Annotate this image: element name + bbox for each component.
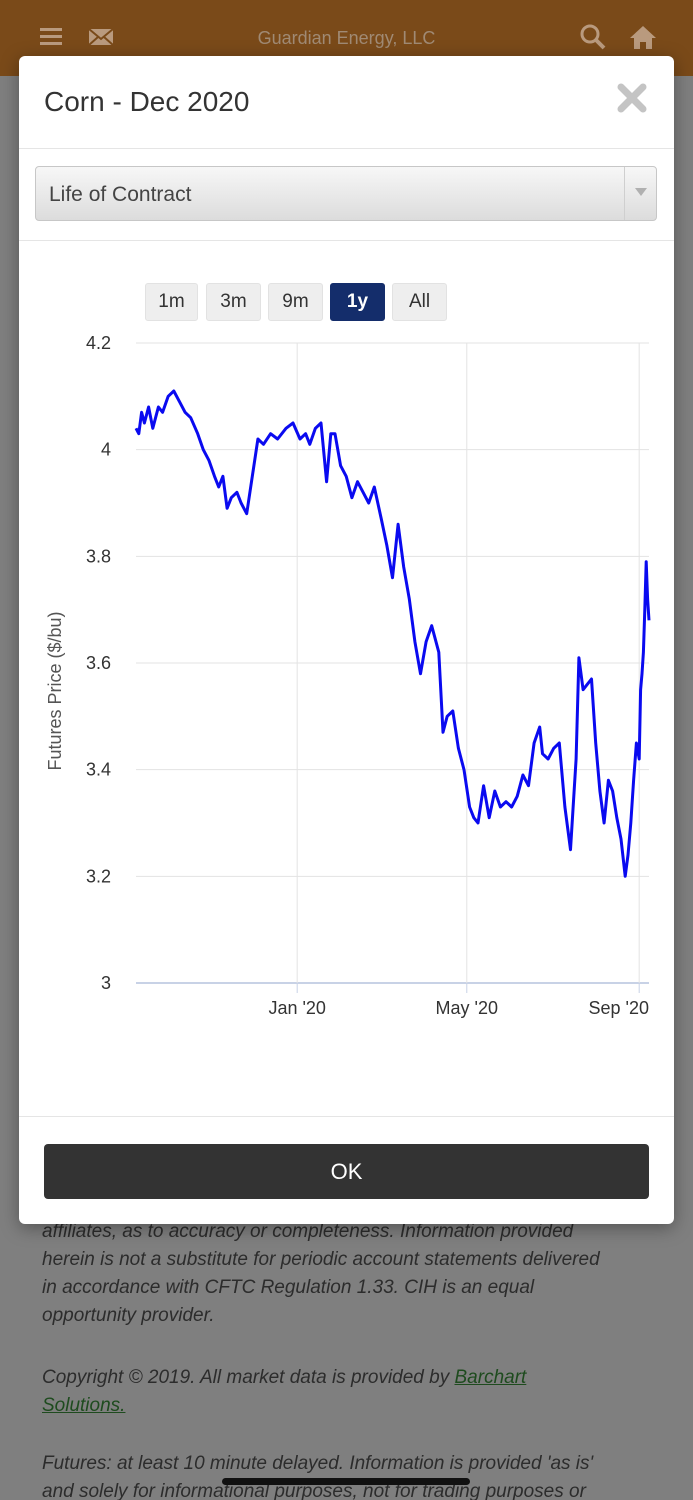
price-chart: 33.23.43.63.844.2 Jan '20 May '20 Sep '20 …: [45, 333, 651, 1018]
disclaimer-line: affiliates, as to accuracy or completene…: [42, 1221, 574, 1242]
copyright-paragraph: Copyright © 2019. All market data is pro…: [42, 1364, 652, 1420]
menu-icon[interactable]: [36, 22, 66, 52]
range-button-1m[interactable]: 1m: [145, 283, 198, 321]
barchart-solutions-link[interactable]: Solutions.: [42, 1395, 126, 1416]
chart-series: [134, 389, 651, 878]
home-icon[interactable]: [628, 22, 658, 52]
x-tick-label: May '20: [436, 998, 498, 1018]
barchart-link[interactable]: Barchart: [454, 1367, 527, 1388]
copyright-text: Copyright © 2019. All market data is pro…: [42, 1367, 455, 1388]
period-select-value: Life of Contract: [49, 183, 192, 206]
home-indicator: [222, 1478, 470, 1485]
divider: [19, 240, 674, 241]
range-button-all[interactable]: All: [392, 283, 447, 321]
futures-paragraph: Futures: at least 10 minute delayed. Inf…: [42, 1450, 652, 1500]
x-tick-label: Sep '20: [589, 998, 650, 1018]
price-series-line: [134, 389, 651, 878]
futures-line: and solely for informational purposes, n…: [42, 1481, 586, 1500]
divider: [19, 148, 674, 149]
x-axis-ticks: Jan '20 May '20 Sep '20: [268, 983, 649, 1018]
chart-grid: [136, 342, 649, 984]
disclaimer-paragraph: affiliates, as to accuracy or completene…: [42, 1218, 652, 1330]
close-icon[interactable]: [615, 81, 649, 115]
ok-button[interactable]: OK: [44, 1144, 649, 1199]
range-button-9m[interactable]: 9m: [268, 283, 323, 321]
mail-icon[interactable]: [86, 22, 116, 52]
disclaimer-line: opportunity provider.: [42, 1305, 215, 1326]
y-axis-label: Futures Price ($/bu): [45, 611, 65, 770]
y-tick-label: 4: [101, 440, 111, 460]
y-tick-label: 4.2: [86, 333, 111, 353]
period-select[interactable]: Life of Contract: [35, 166, 657, 221]
disclaimer-line: herein is not a substitute for periodic …: [42, 1249, 600, 1270]
futures-line: Futures: at least 10 minute delayed. Inf…: [42, 1453, 594, 1474]
app-title: Guardian Energy, LLC: [257, 28, 436, 48]
chevron-down-icon: [635, 188, 647, 196]
y-tick-label: 3.6: [86, 653, 111, 673]
search-icon[interactable]: [578, 22, 608, 52]
select-caret: [624, 167, 656, 220]
x-tick-label: Jan '20: [268, 998, 325, 1018]
y-tick-label: 3.2: [86, 866, 111, 886]
modal-title: Corn - Dec 2020: [44, 86, 250, 117]
y-tick-label: 3.8: [86, 546, 111, 566]
chart-modal: Corn - Dec 2020 Life of Contract 1m 3m 9…: [19, 56, 674, 1224]
y-axis-ticks: 3 3.2 3.4 3.6 3.8 4 4.2: [86, 333, 111, 993]
y-tick-label: 3: [101, 973, 111, 993]
range-button-3m[interactable]: 3m: [206, 283, 261, 321]
range-button-1y[interactable]: 1y: [330, 283, 385, 321]
disclaimer-line: in accordance with CFTC Regulation 1.33.…: [42, 1277, 535, 1298]
divider: [19, 1116, 674, 1117]
y-tick-label: 3.4: [86, 760, 111, 780]
